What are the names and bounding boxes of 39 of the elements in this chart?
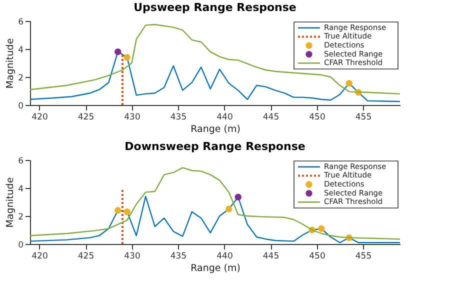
y-axis-title: Magnitude	[5, 38, 16, 89]
y-axis-title: Magnitude	[5, 177, 16, 228]
chart-title: Upsweep Range Response	[134, 1, 296, 14]
x-tick-label: 445	[262, 252, 280, 262]
x-axis-title: Range (m)	[190, 263, 240, 274]
point	[124, 208, 130, 216]
chart-title: Downsweep Range Response	[124, 140, 306, 153]
point	[318, 225, 325, 232]
point	[234, 194, 242, 200]
y-tick-label: 6	[18, 156, 24, 166]
x-tick-label: 440	[216, 112, 233, 122]
x-tick-label: 425	[78, 112, 94, 122]
x-tick-label: 435	[170, 252, 187, 262]
y-tick-label: 2	[18, 212, 24, 222]
y-tick-label: 2	[18, 74, 24, 84]
point	[226, 206, 232, 212]
point	[114, 48, 122, 56]
x-tick-label: 455	[355, 112, 372, 122]
y-tick-label: 0	[18, 102, 24, 112]
x-tick-label: 430	[124, 112, 140, 122]
y-tick-label: 6	[18, 18, 24, 28]
x-axis-title: Range (m)	[190, 124, 240, 135]
line-series	[30, 24, 400, 94]
point	[346, 80, 352, 87]
point	[124, 54, 130, 61]
y-tick-label: 4	[18, 46, 24, 56]
x-tick-label: 420	[32, 252, 48, 262]
x-tick-label: 450	[309, 112, 326, 122]
y-tick-label: 4	[18, 184, 24, 194]
y-tick-label: 0	[18, 240, 24, 250]
x-tick-label: 430	[124, 252, 140, 262]
x-tick-label: 450	[309, 252, 326, 262]
point	[114, 207, 122, 214]
x-tick-label: 420	[32, 112, 48, 122]
x-tick-label: 435	[170, 112, 187, 122]
x-tick-label: 445	[262, 112, 280, 122]
x-tick-label: 440	[216, 252, 233, 262]
x-tick-label: 455	[355, 252, 372, 262]
x-tick-label: 425	[78, 252, 94, 262]
